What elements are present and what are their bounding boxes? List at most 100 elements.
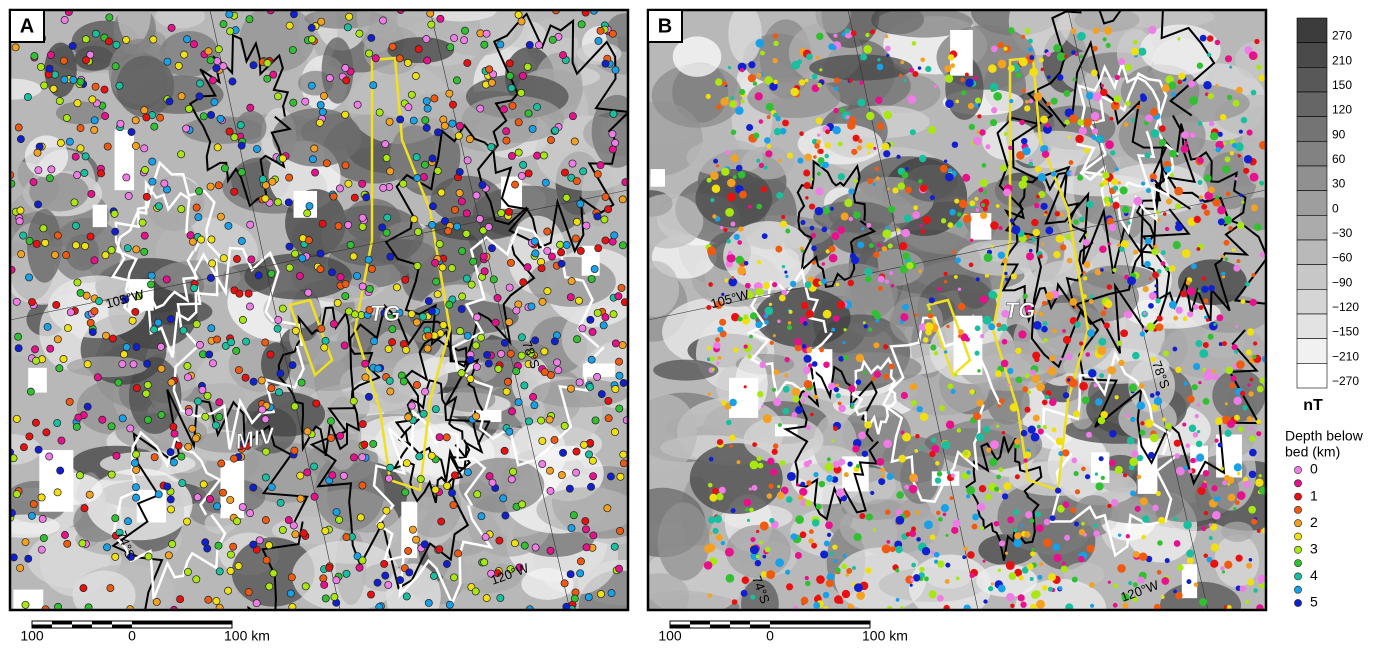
source-point — [921, 547, 931, 556]
source-point — [473, 490, 482, 499]
source-point — [735, 106, 744, 115]
source-point — [49, 84, 58, 93]
source-point — [798, 79, 806, 86]
source-point — [216, 114, 225, 123]
source-point — [349, 397, 358, 406]
source-point — [122, 173, 131, 182]
source-point — [996, 322, 1002, 328]
source-point — [1117, 533, 1122, 537]
source-point — [755, 287, 764, 296]
source-point — [729, 444, 733, 448]
source-point — [1215, 147, 1221, 153]
source-point — [1041, 399, 1048, 406]
source-point — [505, 59, 514, 68]
source-point — [1231, 142, 1237, 148]
source-point — [1146, 322, 1155, 332]
source-point — [212, 597, 221, 605]
source-point — [1173, 516, 1178, 521]
source-point — [424, 598, 433, 607]
source-point — [209, 359, 217, 368]
source-point — [599, 321, 608, 330]
source-point — [14, 344, 23, 353]
source-point — [1030, 432, 1040, 442]
source-point — [1256, 385, 1264, 393]
source-point — [269, 70, 278, 79]
contour — [881, 313, 1002, 503]
source-point — [1004, 551, 1009, 555]
source-point — [1145, 114, 1153, 123]
source-point — [840, 212, 849, 221]
source-point — [759, 521, 769, 531]
source-point — [954, 275, 958, 279]
source-point — [188, 424, 197, 433]
source-point — [576, 199, 585, 208]
source-point — [62, 114, 71, 122]
source-point — [27, 511, 36, 520]
source-point — [1097, 346, 1107, 356]
magnetic-anomaly — [10, 514, 60, 538]
source-point — [998, 540, 1006, 547]
source-point — [609, 310, 618, 319]
source-point — [936, 510, 941, 516]
legend-swatch — [1294, 505, 1302, 514]
source-point — [797, 157, 804, 164]
source-point — [799, 531, 807, 539]
source-point — [104, 37, 113, 46]
source-point — [1108, 223, 1117, 232]
source-point — [81, 242, 89, 251]
source-point — [199, 480, 208, 489]
source-point — [416, 475, 425, 484]
source-point — [87, 190, 96, 198]
source-point — [80, 504, 89, 513]
source-point — [219, 62, 228, 71]
source-point — [1236, 471, 1241, 476]
source-point — [373, 578, 382, 587]
source-point — [517, 171, 526, 180]
source-point — [847, 603, 854, 610]
source-point — [163, 482, 172, 491]
source-point — [1090, 69, 1098, 77]
source-point — [910, 577, 915, 582]
source-point — [1035, 511, 1041, 518]
source-point — [897, 182, 906, 190]
source-point — [1034, 202, 1040, 209]
source-point — [573, 217, 581, 226]
source-point — [1142, 515, 1150, 523]
source-point — [78, 539, 87, 548]
source-point — [402, 459, 411, 468]
source-point — [287, 573, 296, 582]
source-point — [317, 17, 326, 26]
source-point — [706, 304, 712, 310]
source-point — [773, 127, 782, 136]
source-point — [737, 62, 747, 72]
source-point — [296, 494, 305, 503]
source-point — [895, 568, 900, 573]
source-point — [520, 541, 529, 550]
source-point — [760, 571, 768, 578]
magnetic-anomaly — [521, 568, 574, 600]
source-point — [131, 141, 140, 150]
source-point — [499, 494, 508, 503]
magnetic-anomaly — [1221, 521, 1254, 542]
source-point — [147, 271, 156, 280]
source-point — [759, 361, 767, 369]
source-point — [887, 205, 896, 213]
source-point — [455, 121, 464, 130]
source-point — [31, 345, 40, 354]
source-point — [1122, 602, 1129, 609]
source-point — [949, 496, 954, 501]
magnetic-anomaly — [653, 359, 719, 381]
source-point — [1062, 449, 1070, 457]
source-point — [1055, 437, 1064, 446]
source-point — [1052, 328, 1057, 334]
source-point — [1119, 186, 1128, 195]
source-point — [1249, 435, 1256, 442]
source-point — [931, 444, 940, 453]
colorbar-tick-label: −30 — [1332, 226, 1353, 240]
source-point — [1064, 119, 1070, 125]
source-point — [414, 227, 423, 236]
source-point — [86, 318, 95, 327]
source-point — [828, 245, 836, 253]
source-point — [1160, 595, 1165, 599]
source-point — [936, 594, 944, 602]
